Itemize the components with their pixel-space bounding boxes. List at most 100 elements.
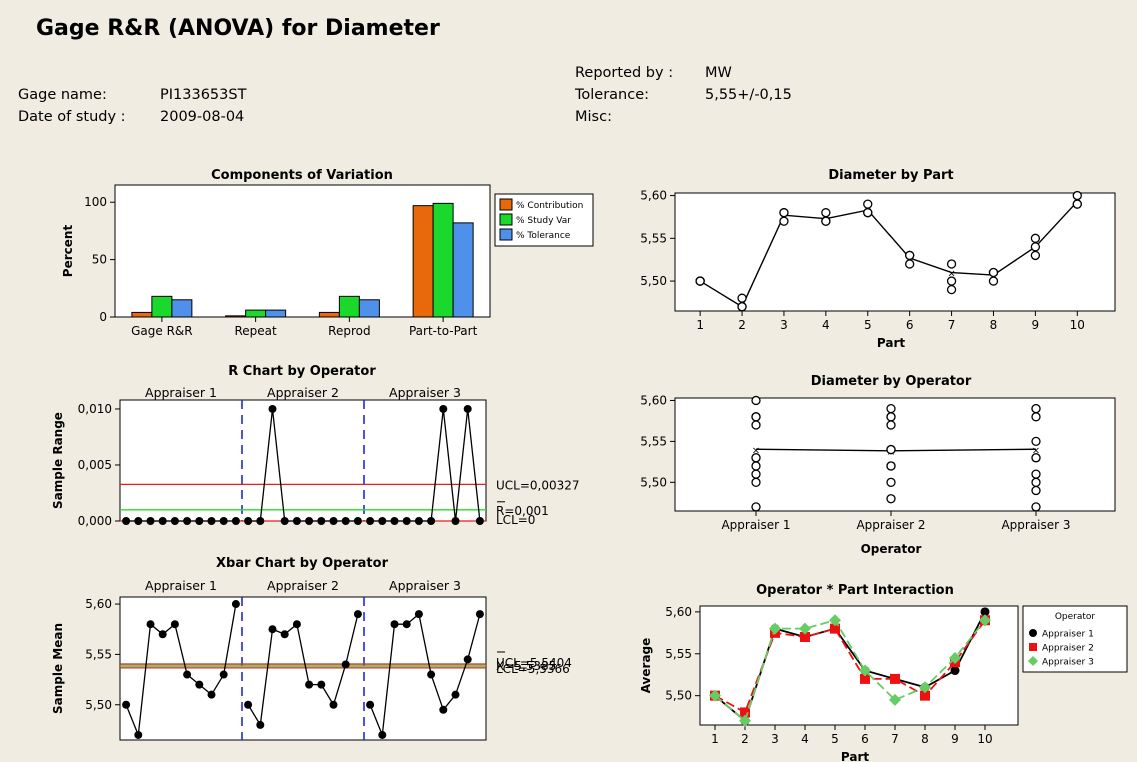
- xbar-chart-point: [268, 625, 277, 634]
- by-operator-point: [1031, 469, 1041, 479]
- by-operator-point: [886, 494, 896, 504]
- interaction-point-appraiser-2: [740, 707, 750, 718]
- by-part-x-tick-label: 8: [990, 318, 998, 332]
- xbar-chart-point: [134, 730, 143, 739]
- by-part-point: [863, 208, 873, 218]
- reported-by-value: MW: [705, 65, 732, 81]
- xbar-chart-y-tick-label: 5,60: [85, 597, 112, 611]
- r-chart-series-line: [248, 408, 358, 522]
- xbar-chart-point: [475, 610, 484, 619]
- xbar-chart-point: [451, 690, 460, 699]
- xbar-chart-group-label: Appraiser 1: [145, 578, 217, 593]
- components-bar-studyvar-0: [151, 295, 173, 318]
- interaction-plot-area: [699, 605, 1019, 726]
- interaction-legend-label: Appraiser 3: [1042, 658, 1094, 668]
- xbar-chart-point: [207, 690, 216, 699]
- xbar-chart-point: [122, 700, 131, 709]
- by-part-point: [1030, 242, 1041, 252]
- by-part-point: [988, 276, 999, 286]
- r-chart-point: [268, 404, 277, 413]
- by-part-x-tick-label: 5: [864, 318, 872, 332]
- by-part-point: [737, 293, 747, 303]
- r-chart-point: [183, 517, 192, 525]
- r-chart-point: [280, 517, 289, 525]
- xbar-chart-point: [195, 680, 204, 689]
- by-operator-point: [751, 453, 761, 463]
- interaction-legend-title: Operator: [1055, 612, 1096, 622]
- xbar-chart-point: [341, 660, 350, 669]
- by-part-point: [779, 208, 789, 218]
- xbar-chart-point: [427, 670, 436, 679]
- interaction-point-appraiser-3: [889, 693, 901, 706]
- by-operator-point: [1031, 403, 1041, 414]
- r-chart-point: [366, 517, 375, 525]
- by-part-point: [946, 259, 957, 269]
- components-bar-studyvar-3: [432, 202, 454, 318]
- components-bar-studyvar-2: [338, 295, 360, 318]
- interaction-y-axis-label: Average: [639, 638, 653, 694]
- interaction-point-appraiser-3: [859, 664, 871, 677]
- by-operator-point: [1031, 502, 1041, 512]
- interaction-point-appraiser-2: [860, 673, 870, 684]
- interaction-point-appraiser-2: [920, 690, 930, 701]
- components-bar-contribution-1: [225, 315, 247, 318]
- xbar-chart-point: [170, 620, 179, 629]
- by-part-point: [905, 259, 915, 269]
- by-operator-x-tick-label: Appraiser 1: [721, 518, 790, 532]
- r-chart-point: [341, 517, 350, 525]
- by-operator-y-tick-label: 5,50: [640, 475, 667, 489]
- r-chart-point: [451, 517, 460, 525]
- components-bar-tolerance-2: [358, 299, 380, 318]
- components-x-tick-label: Reprod: [328, 324, 370, 338]
- tolerance-label: Tolerance:: [575, 87, 650, 103]
- by-operator-point: [751, 469, 761, 479]
- by-part-y-tick-label: 5,50: [640, 274, 667, 288]
- by-part-mean-marker: ×: [947, 269, 955, 280]
- xbar-chart-title: Xbar Chart by Operator: [216, 556, 389, 571]
- r-chart-point: [390, 517, 399, 525]
- r-chart-group-label: Appraiser 2: [267, 385, 339, 400]
- by-operator-point: [751, 420, 761, 430]
- by-operator-point: [1031, 453, 1041, 463]
- xbar-chart-point: [231, 600, 240, 609]
- components-legend-swatch: [499, 228, 513, 241]
- xbar-chart-point: [317, 680, 326, 689]
- interaction-point-appraiser-3: [799, 622, 811, 635]
- components-bar-contribution-3: [412, 205, 434, 318]
- r-chart-point: [329, 517, 338, 525]
- by-part-title: Diameter by Part: [828, 168, 953, 183]
- xbar-chart-y-tick-label: 5,50: [85, 698, 112, 712]
- interaction-x-axis-label: Part: [841, 750, 869, 762]
- r-chart-point: [305, 517, 314, 525]
- components-legend-label: % Study Var: [516, 216, 571, 226]
- components-bar-tolerance-1: [265, 309, 287, 318]
- by-part-y-tick-label: 5,55: [640, 231, 667, 245]
- by-operator-point: [886, 444, 896, 455]
- by-part-point: [821, 216, 831, 226]
- by-part-x-tick-label: 9: [1032, 318, 1040, 332]
- r-chart-point: [231, 517, 240, 525]
- by-operator-x-axis-label: Operator: [861, 542, 922, 556]
- xbar-chart-limit-band: [120, 663, 486, 669]
- components-legend-swatch: [499, 198, 513, 211]
- by-operator-mean-marker: ×: [1032, 445, 1040, 456]
- by-part-point: [946, 276, 957, 286]
- r-chart-lcl-label: LCL=0: [496, 513, 535, 527]
- r-chart-point: [207, 517, 216, 525]
- reported-by-label: Reported by :: [575, 65, 674, 81]
- by-part-point: [946, 284, 957, 295]
- by-operator-x-tick-label: Appraiser 3: [1001, 518, 1070, 532]
- by-operator-point: [1031, 485, 1041, 496]
- by-part-x-tick-label: 7: [948, 318, 956, 332]
- xbar-chart-series-line: [125, 603, 237, 736]
- interaction-x-tick-label: 7: [891, 732, 899, 746]
- r-chart-y-tick-label: 0,000: [78, 514, 112, 528]
- components-bar-contribution-0: [131, 311, 153, 318]
- by-part-point: [905, 250, 915, 261]
- interaction-point-appraiser-1: [950, 666, 960, 676]
- interaction-legend-marker: [1029, 643, 1037, 651]
- by-operator-y-tick-label: 5,60: [640, 393, 667, 407]
- r-chart-point: [475, 517, 484, 525]
- xbar-chart-group-label: Appraiser 2: [267, 578, 339, 593]
